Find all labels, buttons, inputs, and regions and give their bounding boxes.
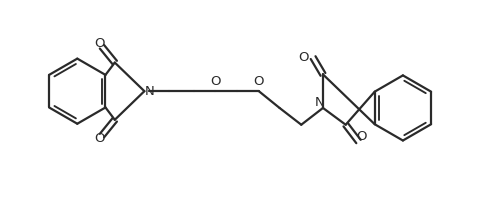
Text: O: O: [95, 37, 105, 50]
Text: O: O: [210, 75, 221, 88]
Text: N: N: [315, 96, 325, 108]
Text: N: N: [145, 85, 154, 98]
Text: O: O: [356, 130, 367, 143]
Text: O: O: [253, 75, 264, 88]
Text: O: O: [298, 51, 308, 64]
Text: O: O: [95, 132, 105, 145]
